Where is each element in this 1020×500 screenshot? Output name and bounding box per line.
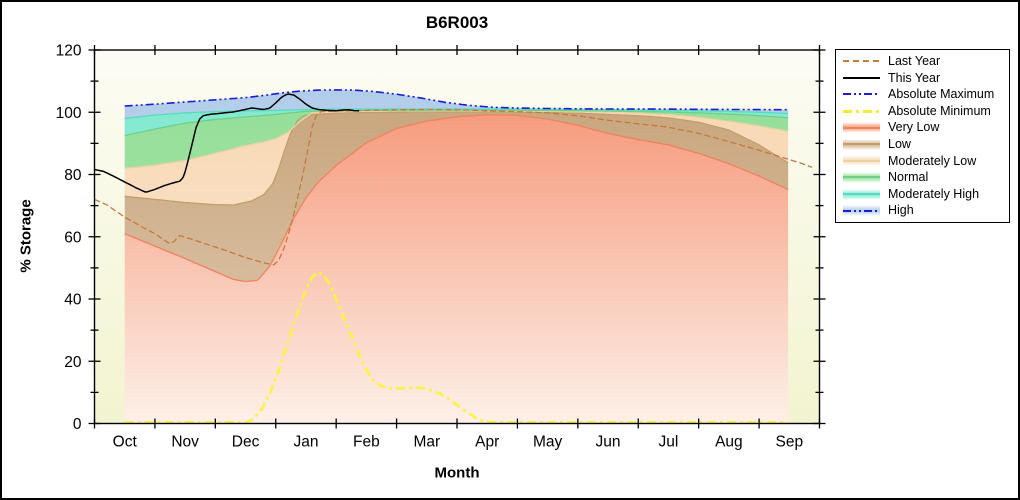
legend-item-very-low: Very Low [836,119,1009,136]
swatch-line [843,143,880,146]
legend-item-high: High [836,202,1009,219]
y-tick-label: 40 [64,292,82,309]
legend-item-label: Last Year [888,54,941,69]
band-high [124,89,789,119]
legend-item-label: Very Low [888,120,940,135]
x-tick-label: Jun [596,434,621,451]
swatch-line [843,176,880,179]
legend-item-moderately-low: Moderately Low [836,153,1009,170]
x-tick-label: Apr [475,434,499,451]
legend-item-last-year: Last Year [836,53,1009,70]
line-swatch-icon [843,106,880,117]
x-axis-title: Month [434,464,480,482]
line-swatch-icon [843,72,880,83]
y-tick-label: 0 [73,416,82,433]
legend-item-moderately-high: Moderately High [836,186,1009,203]
band-normal [124,110,789,169]
legend-item-absolute-minimum: Absolute Minimum [836,103,1009,120]
legend-item-label: High [888,203,914,218]
legend-item-absolute-maximum: Absolute Maximum [836,86,1009,103]
band-swatch-icon [843,188,880,200]
swatch-line [843,93,880,96]
legend: Last Year This Year Absolute Maximum Absolu… [835,49,1010,223]
y-tick-label: 80 [64,167,82,184]
x-tick-label: Mar [413,434,440,451]
swatch-line [843,209,880,212]
legend-item-label: This Year [888,70,941,85]
band-swatch-icon [843,138,880,150]
line-swatch-icon [843,89,880,100]
legend-item-label: Moderately Low [888,153,977,168]
swatch-line [843,76,880,79]
band-moderately-low [124,110,789,205]
x-tick-label: Feb [353,434,380,451]
y-tick-label: 120 [56,43,82,60]
chart-title: B6R003 [425,13,489,32]
legend-item-normal: Normal [836,169,1009,186]
band-low [124,111,789,282]
line-absolute-minimum [124,270,789,424]
y-tick-label: 60 [64,229,82,246]
x-tick-label: Dec [232,434,260,451]
swatch-line [843,110,880,114]
legend-item-label: Moderately High [888,186,980,201]
band-swatch-icon [843,205,880,217]
x-tick-label: Jan [293,434,318,451]
x-tick-label: Oct [113,434,138,451]
legend-item-this-year: This Year [836,70,1009,87]
y-tick-label: 20 [64,354,82,371]
band-edge [124,110,789,206]
band-edge [124,110,789,169]
line-this-year [94,93,360,193]
swatch-line [843,126,880,129]
x-tick-label: Aug [715,434,743,451]
line-swatch-icon [843,56,880,67]
x-tick-label: Jul [659,434,679,451]
swatch-line [843,159,880,162]
line-last-year [94,108,813,266]
legend-item-label: Absolute Minimum [888,103,991,118]
legend-item-label: Low [888,137,911,152]
legend-item-label: Normal [888,170,929,185]
swatch-line [843,60,880,63]
legend-item-label: Absolute Maximum [888,87,995,102]
x-tick-label: Nov [171,434,199,451]
x-tick-label: May [533,434,563,451]
band-swatch-icon [843,171,880,183]
line-absolute-maximum [124,89,789,111]
band-very-low [124,114,789,424]
band-swatch-icon [843,155,880,167]
band-swatch-icon [843,122,880,134]
swatch-line [843,193,880,196]
band-edge [124,114,789,283]
x-tick-label: Sep [775,434,803,451]
legend-item-low: Low [836,136,1009,153]
y-tick-label: 100 [56,105,82,122]
